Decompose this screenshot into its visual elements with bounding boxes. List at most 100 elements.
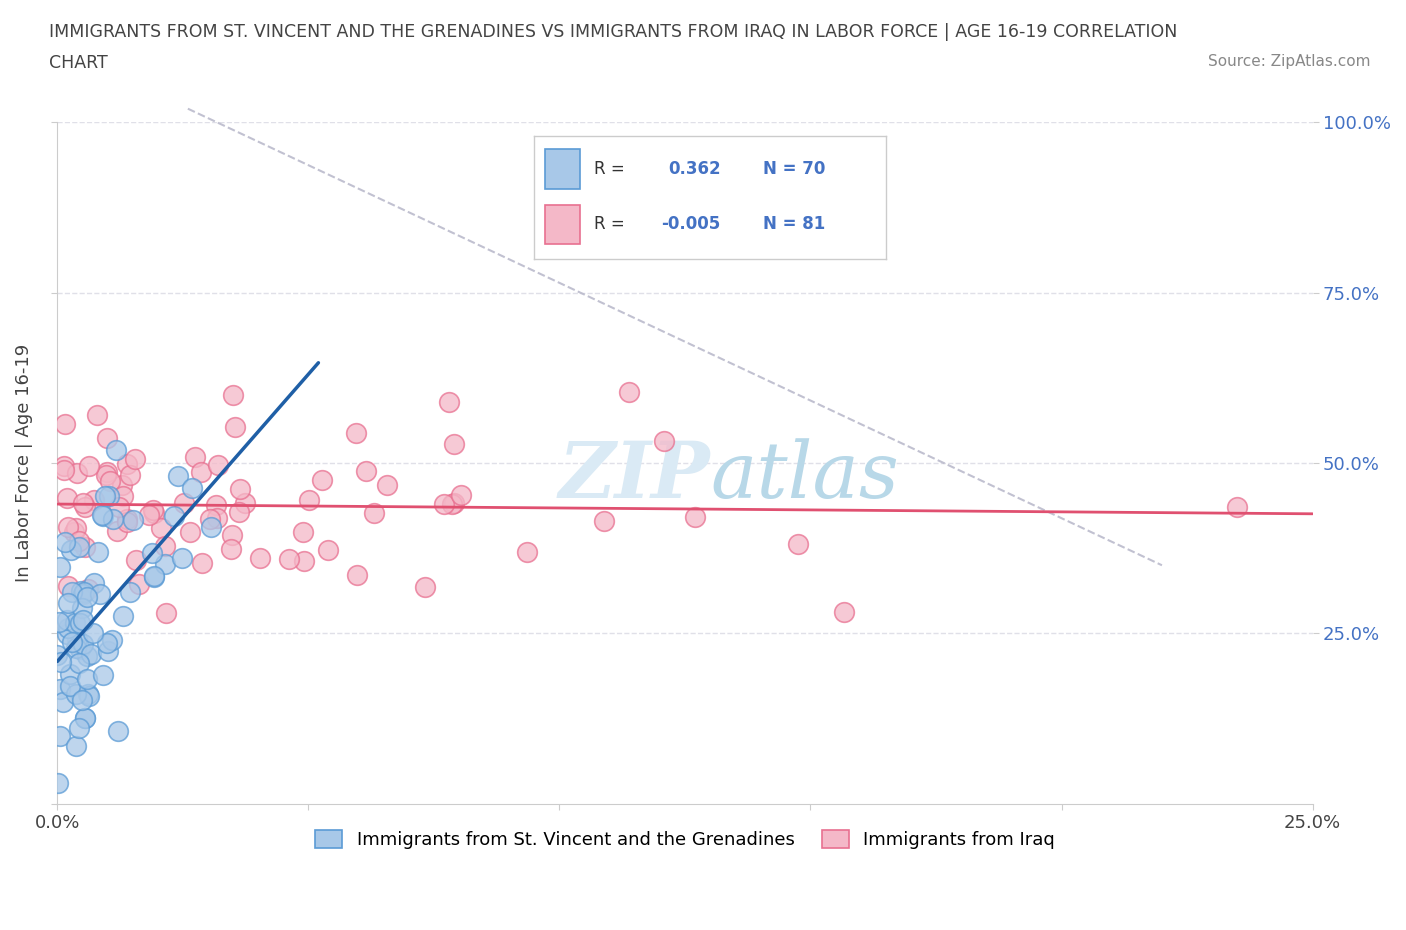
- Point: [75, 711, 97, 725]
- Point: [173, 495, 195, 510]
- Point: [117, 515, 139, 530]
- Point: [59, 667, 82, 682]
- Point: [56, 627, 79, 642]
- Point: [125, 552, 148, 567]
- Point: [80, 646, 103, 661]
- Point: [316, 542, 339, 557]
- Point: [75, 539, 97, 554]
- Point: [98, 473, 121, 488]
- Point: [619, 384, 641, 399]
- Point: [105, 442, 128, 457]
- Point: [155, 605, 177, 620]
- Point: [190, 464, 212, 479]
- Point: [224, 419, 246, 434]
- Point: [89, 587, 111, 602]
- Point: [205, 511, 228, 525]
- Point: [75, 711, 97, 726]
- Point: [77, 687, 100, 702]
- Point: [592, 513, 614, 528]
- Point: [198, 512, 221, 526]
- Point: [111, 478, 134, 493]
- Point: [96, 431, 118, 445]
- Point: [363, 505, 385, 520]
- Point: [90, 508, 112, 523]
- Point: [142, 503, 165, 518]
- Point: [440, 497, 463, 512]
- Point: [65, 631, 87, 646]
- Point: [65, 641, 87, 656]
- Point: [91, 509, 114, 524]
- Point: [138, 508, 160, 523]
- Point: [832, 604, 855, 619]
- Point: [63, 525, 86, 539]
- Point: [153, 538, 176, 553]
- Point: [118, 467, 141, 482]
- Point: [49, 682, 72, 697]
- Point: [97, 644, 120, 658]
- Point: [56, 578, 79, 593]
- Point: [163, 509, 186, 524]
- Point: [184, 450, 207, 465]
- Point: [48, 614, 70, 629]
- Point: [72, 496, 94, 511]
- Point: [69, 642, 91, 657]
- Point: [56, 520, 79, 535]
- Point: [56, 490, 79, 505]
- Point: [101, 512, 124, 526]
- Point: [292, 553, 315, 568]
- Point: [233, 496, 256, 511]
- Point: [229, 482, 252, 497]
- Legend: Immigrants from St. Vincent and the Grenadines, Immigrants from Iraq: Immigrants from St. Vincent and the Gren…: [308, 822, 1062, 857]
- Point: [142, 570, 165, 585]
- Point: [77, 582, 100, 597]
- Point: [141, 546, 163, 561]
- Text: ZIP: ZIP: [558, 438, 710, 515]
- Point: [83, 576, 105, 591]
- Point: [221, 528, 243, 543]
- Point: [56, 595, 79, 610]
- Point: [62, 584, 84, 599]
- Point: [413, 579, 436, 594]
- Point: [105, 524, 128, 538]
- Point: [107, 724, 129, 738]
- Text: Source: ZipAtlas.com: Source: ZipAtlas.com: [1208, 54, 1371, 69]
- Point: [172, 551, 194, 565]
- Point: [63, 616, 86, 631]
- Text: atlas: atlas: [710, 439, 898, 515]
- Point: [516, 545, 538, 560]
- Point: [93, 668, 115, 683]
- Point: [52, 694, 75, 709]
- Point: [53, 458, 76, 473]
- Point: [87, 544, 110, 559]
- Point: [111, 608, 134, 623]
- Point: [346, 568, 368, 583]
- Point: [55, 613, 77, 628]
- Point: [83, 493, 105, 508]
- Point: [72, 587, 94, 602]
- Point: [70, 693, 93, 708]
- Point: [59, 678, 82, 693]
- Point: [76, 648, 98, 663]
- Point: [56, 620, 79, 635]
- Point: [311, 472, 333, 487]
- Point: [115, 512, 138, 526]
- Point: [51, 655, 73, 670]
- Point: [76, 671, 98, 686]
- Point: [67, 539, 90, 554]
- Point: [450, 487, 472, 502]
- Point: [344, 425, 367, 440]
- Point: [292, 525, 315, 540]
- Point: [443, 496, 465, 511]
- Point: [46, 647, 69, 662]
- Point: [94, 468, 117, 483]
- Point: [69, 616, 91, 631]
- Point: [122, 512, 145, 527]
- Point: [49, 559, 72, 574]
- Point: [77, 458, 100, 473]
- Point: [60, 635, 83, 650]
- Point: [72, 613, 94, 628]
- Point: [443, 436, 465, 451]
- Point: [437, 394, 460, 409]
- Point: [46, 776, 69, 790]
- Point: [97, 488, 120, 503]
